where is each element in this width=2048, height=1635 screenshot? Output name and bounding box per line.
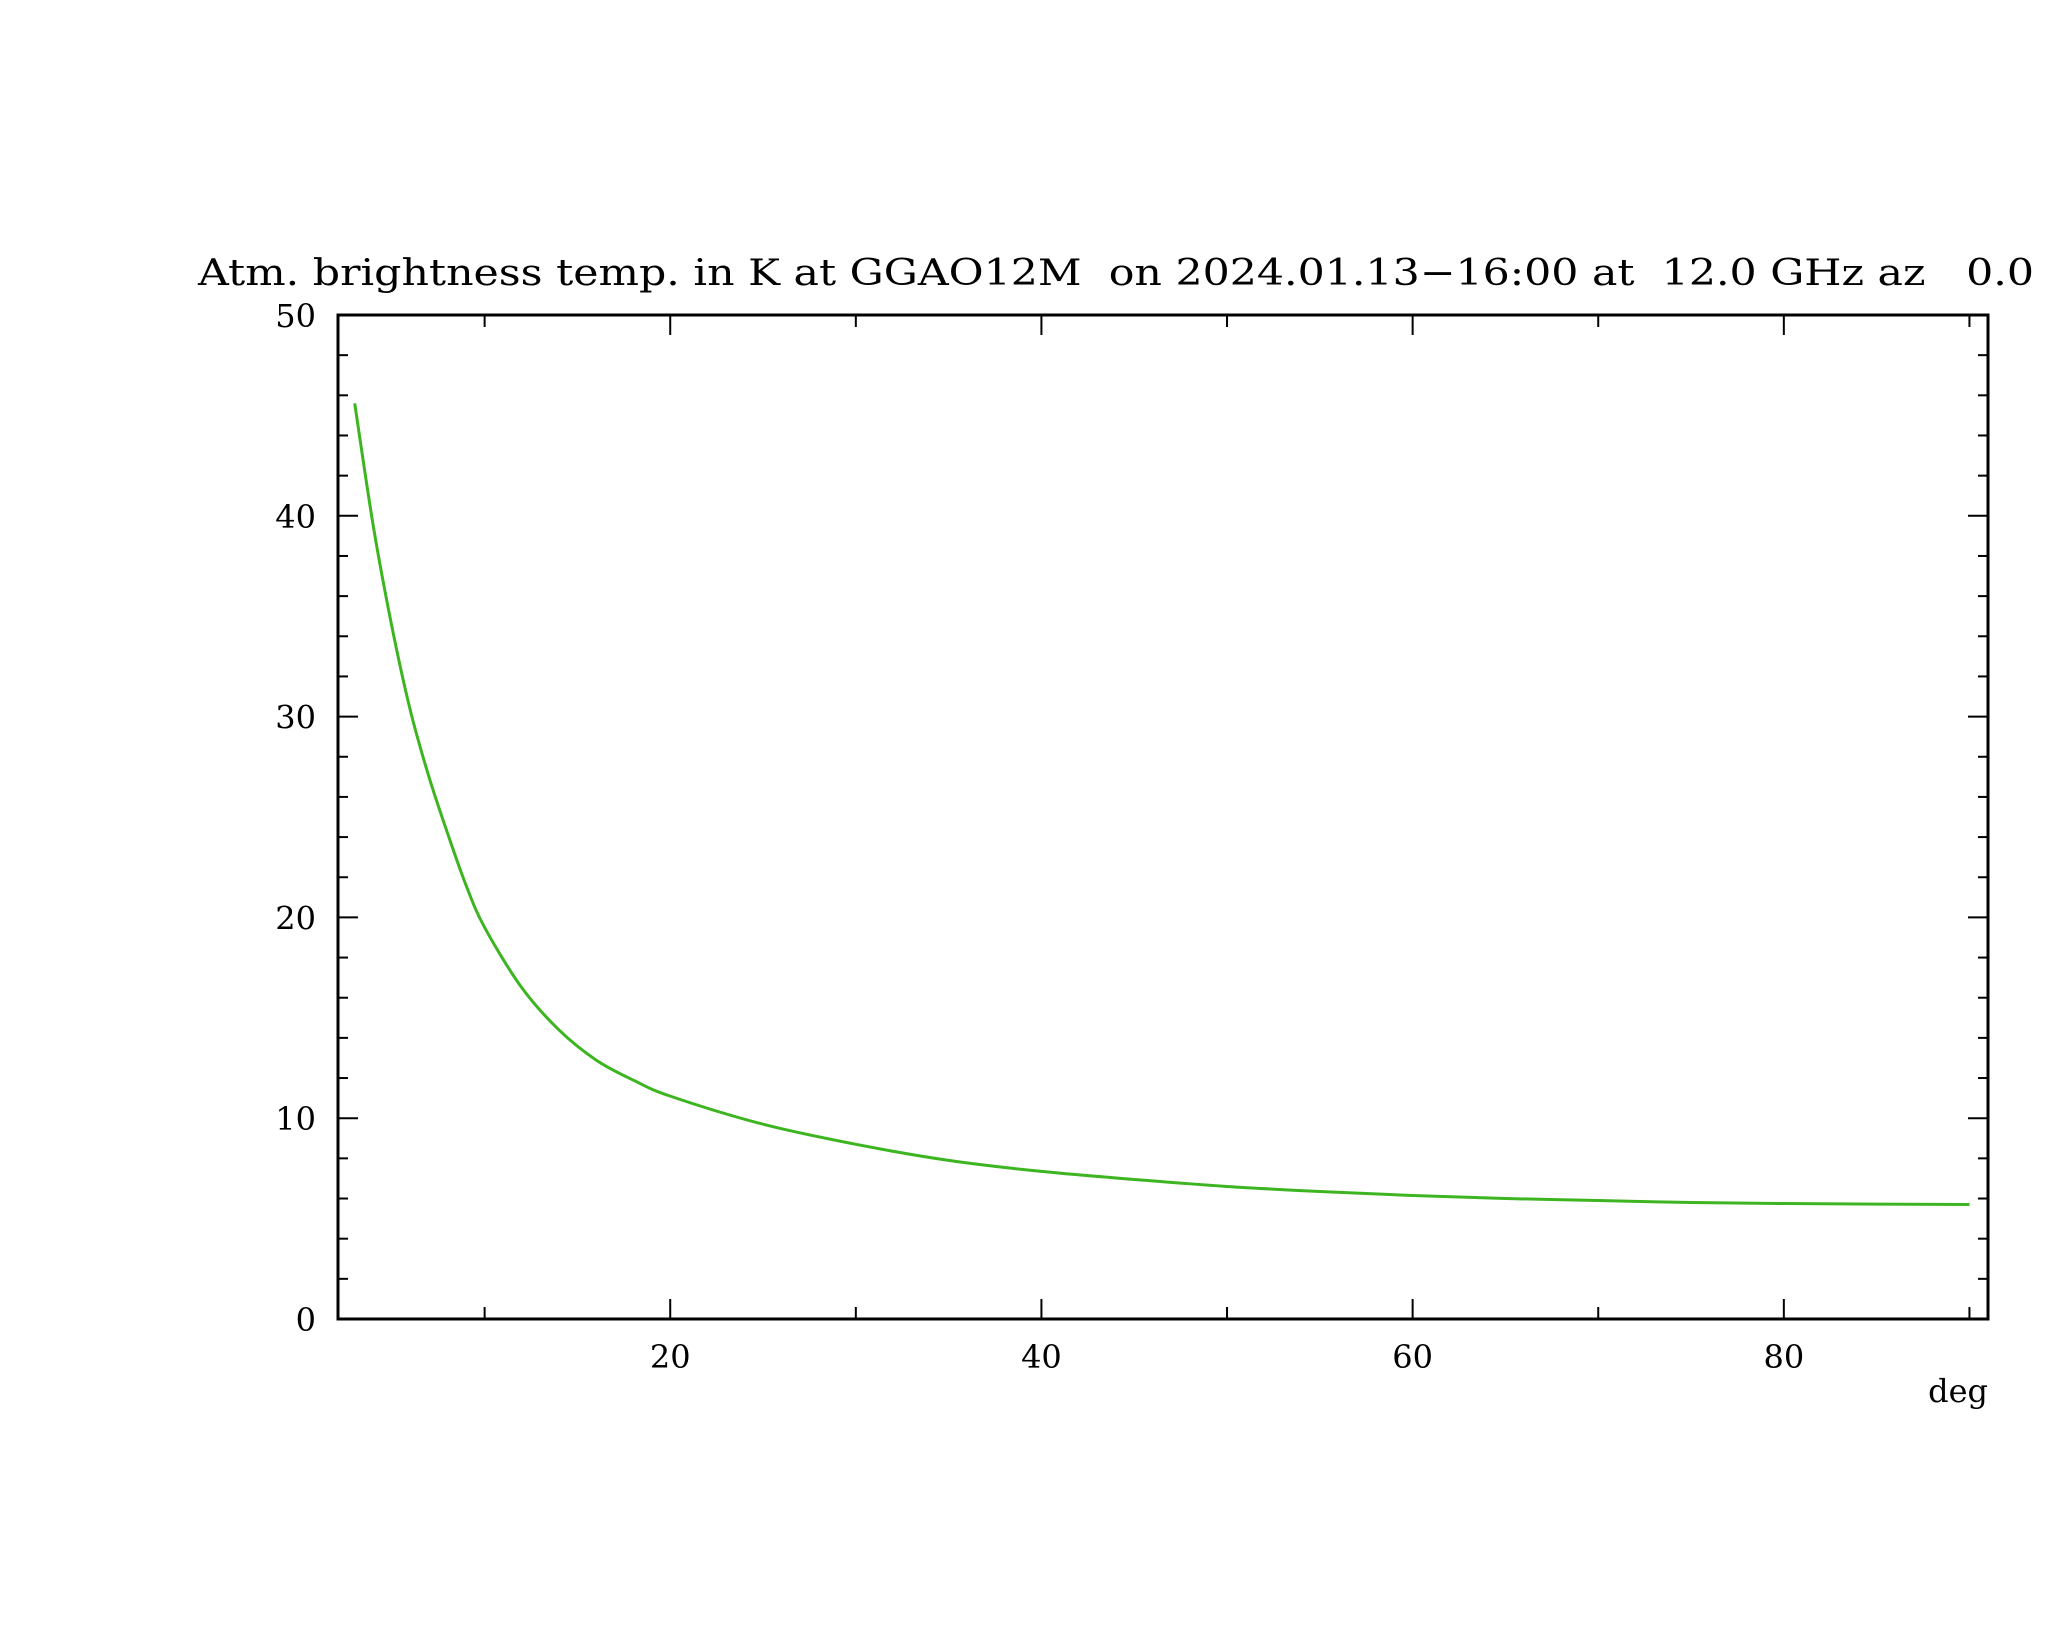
x-tick-label: 20	[650, 1338, 691, 1376]
y-tick-label: 30	[275, 699, 316, 737]
plot-frame	[336, 313, 1990, 1321]
series-line	[353, 403, 1970, 1207]
chart-title: Atm. brightness temp. in K at GGAO12M on…	[197, 253, 2034, 294]
y-tick-label: 10	[275, 1100, 316, 1138]
y-tick-label: 50	[275, 297, 316, 335]
axes: 20 40 60 80 0 10 20 30 40 50	[275, 297, 1990, 1376]
x-tick-label: 80	[1763, 1338, 1804, 1376]
x-axis-label: deg	[1928, 1372, 1988, 1410]
x-tick-label: 40	[1021, 1338, 1062, 1376]
y-tick-label: 0	[296, 1301, 316, 1339]
x-tick-label: 60	[1392, 1338, 1433, 1376]
y-tick-label: 40	[275, 498, 316, 536]
series-layer	[353, 403, 1970, 1207]
y-tick-label: 20	[275, 899, 316, 937]
